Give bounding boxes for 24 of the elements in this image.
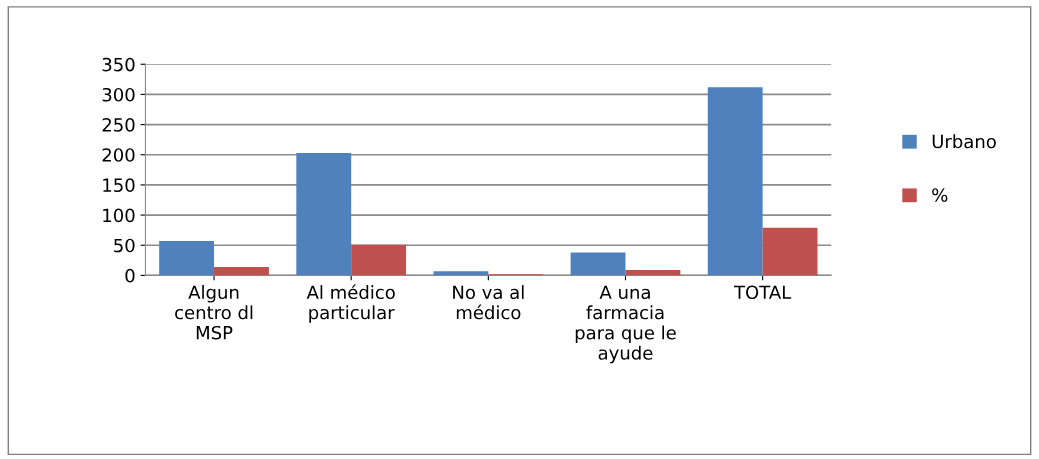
y-tick-label: 300 [102, 87, 135, 102]
legend-label: % [932, 188, 948, 202]
bar [296, 152, 352, 276]
bar [707, 87, 763, 276]
x-tick-label: Al médico particular [306, 284, 395, 323]
y-tick-label: 250 [102, 118, 135, 132]
y-tick-label: 0 [125, 268, 135, 283]
y-tick-label: 200 [102, 148, 135, 162]
bar [625, 269, 681, 276]
bar [159, 241, 215, 276]
y-tick-label: 100 [103, 208, 135, 223]
bar [351, 244, 407, 276]
legend-label: Urbano [932, 134, 996, 149]
x-tick-label: No va al médico [453, 285, 524, 320]
bar [433, 271, 489, 276]
bar [762, 227, 818, 276]
x-tick-label: A una farmacia para que le ayude [575, 285, 676, 364]
y-tick-label: 150 [103, 178, 135, 193]
bar [570, 252, 626, 276]
y-tick-label: 350 [102, 57, 135, 72]
bar [214, 266, 269, 276]
y-tick-label: 50 [114, 238, 135, 253]
x-tick-label: TOTAL [733, 285, 792, 300]
x-tick-label: Algun centro dl MSP [175, 285, 253, 340]
